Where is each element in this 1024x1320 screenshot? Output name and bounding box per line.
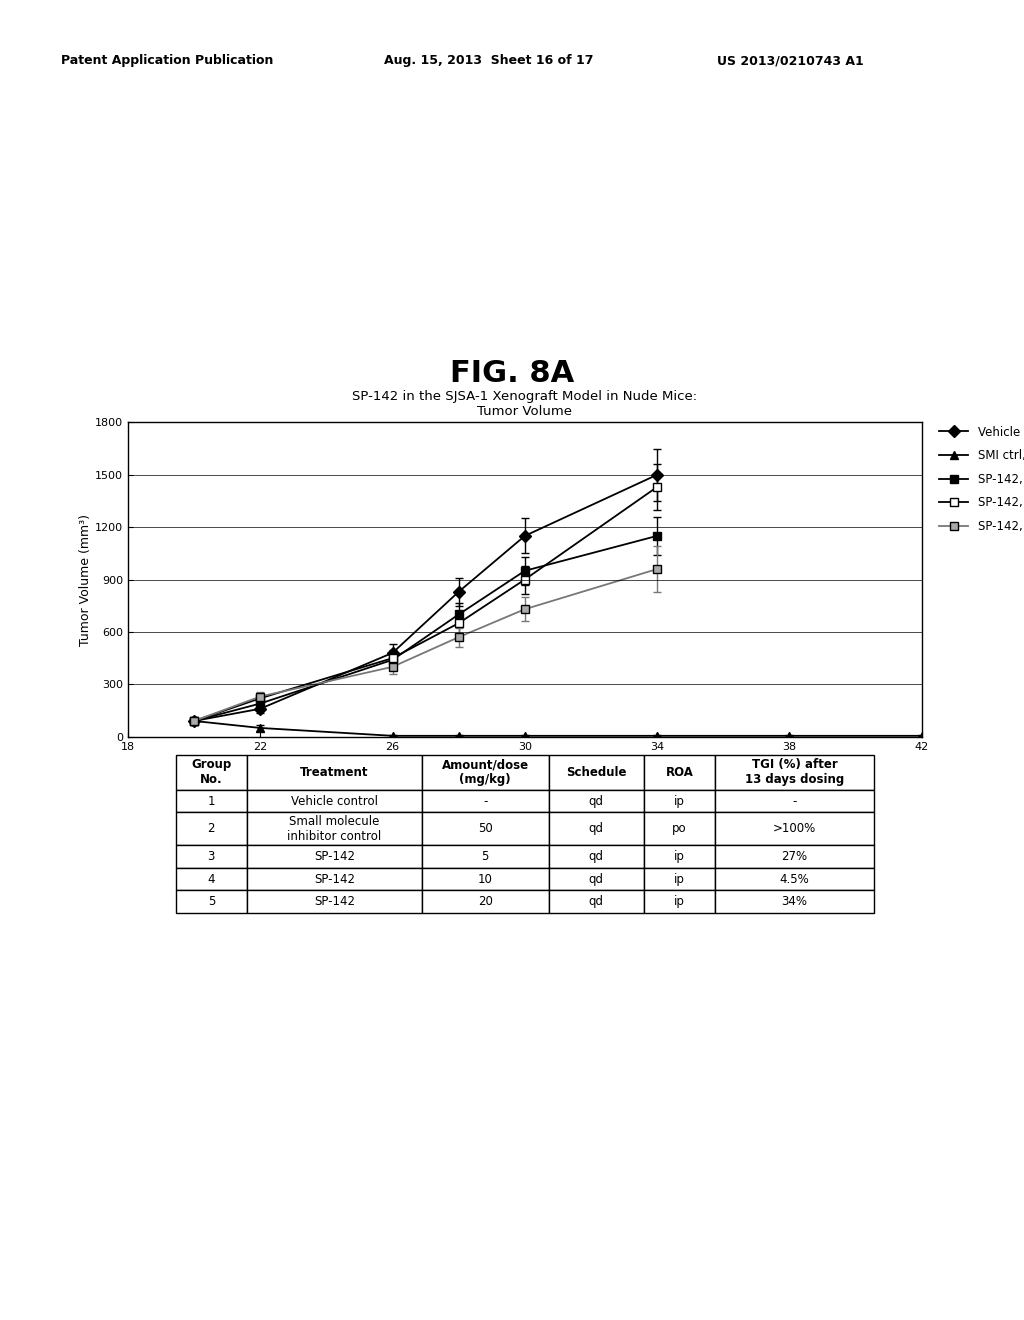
Y-axis label: Tumor Volume (mm³): Tumor Volume (mm³)	[79, 513, 92, 645]
Text: FIG. 8A: FIG. 8A	[450, 359, 574, 388]
X-axis label: Days After Tumor Cell Implantation: Days After Tumor Cell Implantation	[387, 758, 663, 771]
Text: Aug. 15, 2013  Sheet 16 of 17: Aug. 15, 2013 Sheet 16 of 17	[384, 54, 594, 67]
Text: Patent Application Publication: Patent Application Publication	[61, 54, 273, 67]
Legend: Vehicle Control qd ip, SMI ctrl, 50 mg/kg qd po, SP-142, 5 mg/kg qd ip, SP-142, : Vehicle Control qd ip, SMI ctrl, 50 mg/k…	[936, 422, 1024, 537]
Title: SP-142 in the SJSA-1 Xenograft Model in Nude Mice:
Tumor Volume: SP-142 in the SJSA-1 Xenograft Model in …	[352, 391, 697, 418]
Text: US 2013/0210743 A1: US 2013/0210743 A1	[717, 54, 863, 67]
